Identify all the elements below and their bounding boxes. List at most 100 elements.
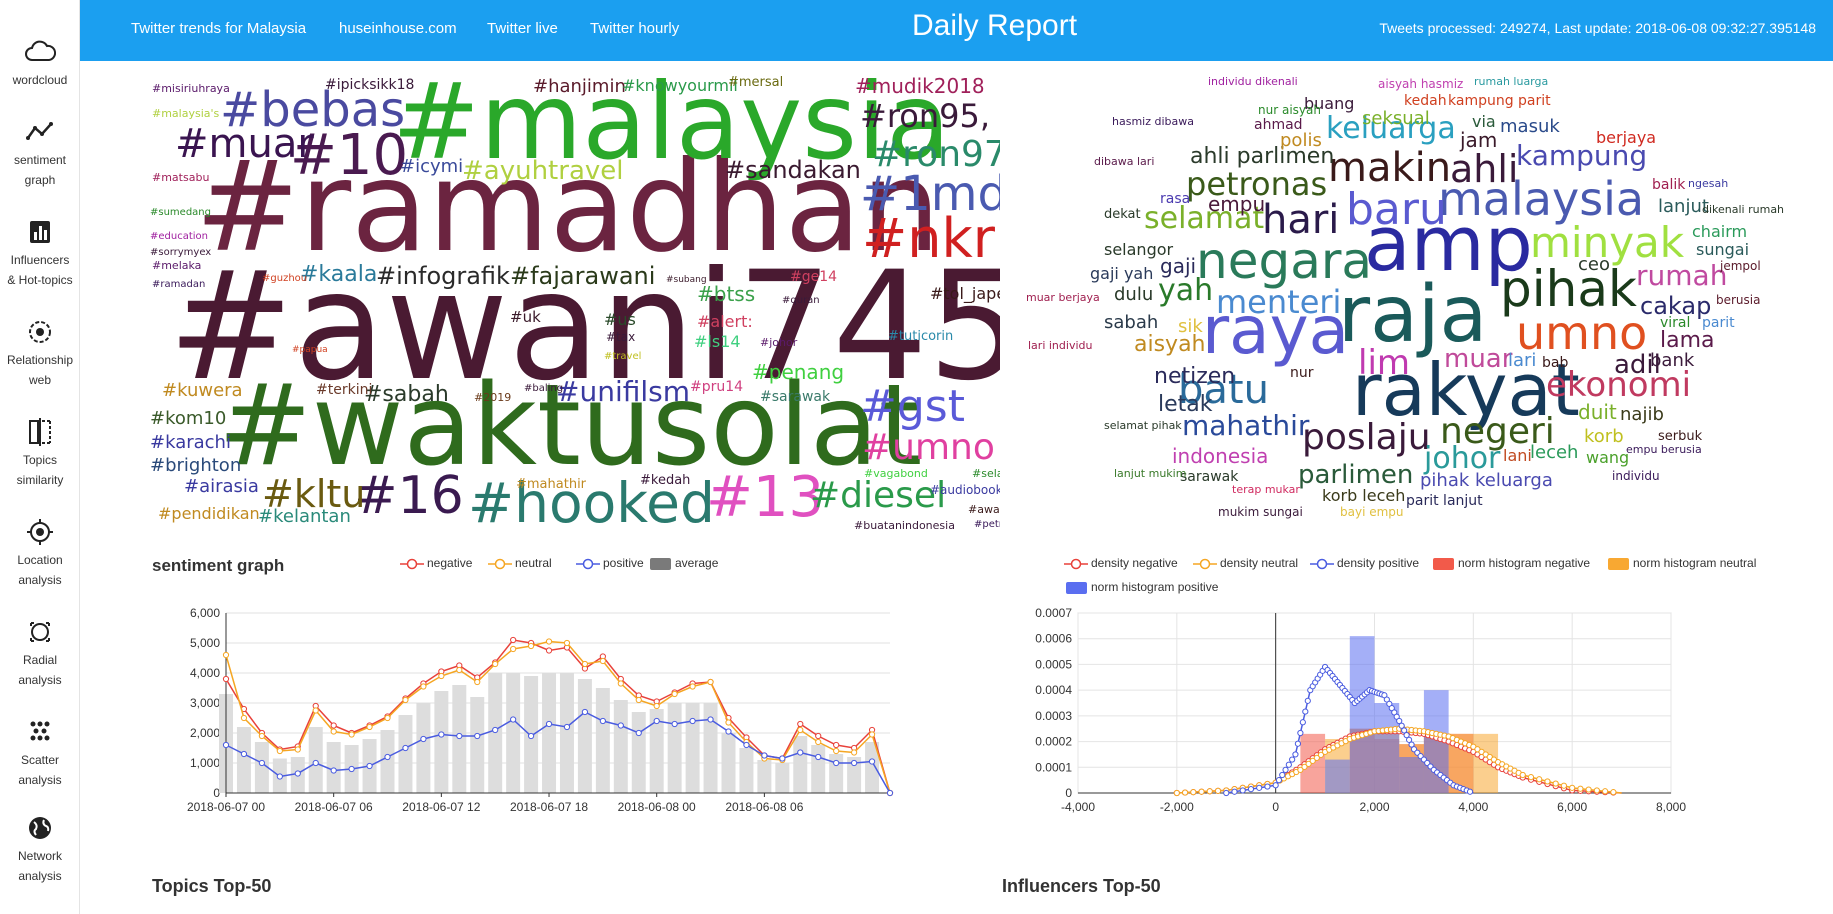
neutral-point [312,707,319,714]
topic-word: najib [1620,404,1664,425]
topic-word: aisyah [1134,332,1206,357]
y-tick-label: 0.0005 [1035,657,1072,671]
sidebar-item-wordcloud[interactable]: wordcloud [0,38,80,90]
topic-word: kedah [1404,93,1447,109]
average-bar [506,673,521,793]
legend-item[interactable]: density negative [1064,556,1178,571]
density-neutral-point [1602,788,1609,795]
topic-word: umno [1516,306,1648,360]
y-tick-label: 0.0001 [1035,760,1072,774]
legend-item[interactable]: neutral [488,556,552,571]
legend-item[interactable]: density neutral [1193,556,1298,571]
hashtag-word: #awani745 [168,240,1000,414]
page-title: Daily Report [912,9,1078,42]
topic-word: via [1472,112,1496,131]
density-chart: 0 0.0001 0.0002 0.0003 0.0004 0.0005 0.0006 0.0… [1035,606,1686,814]
y-tick-label: 0 [1065,786,1072,800]
legend-swatch-dot [406,558,418,570]
sidebar-label-influencers: Influencers & Hot-topics [7,253,73,287]
density-neutral-point [1577,785,1584,792]
topic-word: ahli [1450,147,1519,191]
sidebar-item-network[interactable]: Network analysis [0,814,80,886]
neutral-point [492,660,499,668]
positive-point [653,717,660,725]
hashtag-word: #kltu [262,472,366,516]
y-tick-label: 0.0002 [1035,735,1072,749]
neutral-point [510,645,517,653]
y-tick-label: 2,000 [190,726,220,740]
average-bar [667,703,682,793]
sidebar-item-location[interactable]: Location analysis [0,518,80,590]
y-tick-label: 3,000 [190,696,220,710]
topic-word: mukim sungai [1218,505,1303,519]
positive-point [276,773,283,780]
hashtag-word: #sarawak [760,389,831,405]
average-bar [613,700,628,793]
sidebar-item-radial[interactable]: Radial analysis [0,618,80,690]
legend-item[interactable]: norm histogram positive [1064,580,1218,595]
neutral-point [599,657,606,665]
density-neutral-point [1317,751,1325,758]
topic-word: negara [1196,232,1373,290]
topic-word: duit [1578,400,1617,424]
average-bar [721,733,736,793]
hashtag-word: #airasia [184,476,259,497]
nav-link-huseinhouse[interactable]: huseinhouse.com [339,20,457,37]
sidebar-item-relationship[interactable]: Relationship web [0,318,80,390]
topic-word: negeri [1440,411,1555,452]
legend-item[interactable]: negative [400,556,472,571]
topic-word: adil [1614,350,1661,380]
legend-item[interactable]: density positive [1310,556,1419,571]
neutral-point [689,683,696,690]
hashtag-word: #misiriuhraya [152,82,230,95]
topic-word: ekonomi [1546,365,1692,405]
legend-item[interactable]: positive [576,556,644,571]
neutral-point [438,672,445,680]
topic-word: kampung [1516,139,1648,172]
legend-swatch [400,558,424,570]
x-tick-label: 2018-06-07 18 [510,800,588,814]
density-positive-point [1297,729,1304,737]
legend-item[interactable]: norm histogram neutral [1606,556,1756,571]
topic-word: dekat [1104,207,1141,222]
nav-link-twitter-live[interactable]: Twitter live [487,20,558,37]
topic-word: nur aisyah [1258,103,1321,117]
topic-word: masuk [1500,116,1560,137]
sidebar-label-wordcloud: wordcloud [12,73,68,87]
legend-item[interactable]: norm histogram negative [1431,556,1590,571]
legend-item[interactable]: average [648,556,718,571]
topic-word: rasa [1160,191,1191,207]
neutral-point [851,749,858,756]
average-bar [811,745,826,793]
topic-word: muar berjaya [1026,291,1100,304]
topic-word: selamat [1144,201,1265,236]
nav-link-twitter-hourly[interactable]: Twitter hourly [590,20,680,37]
sidebar-item-topics-similarity[interactable]: Topics similarity [0,418,80,490]
topic-word: rakyat [1352,348,1580,432]
y-tick-label: 6,000 [190,606,220,620]
sidebar-item-scatter[interactable]: Scatter analysis [0,718,80,790]
y-tick-label: 0 [213,786,220,800]
sidebar-item-sentiment[interactable]: sentiment graph [0,118,80,190]
neutral-point [653,702,660,710]
sidebar-label-sentiment: sentiment graph [13,153,67,187]
density-positive-point [1231,788,1238,795]
positive-point [671,720,678,728]
positive-point [635,729,642,737]
topic-word: raya [1202,292,1350,369]
hashtag-word: #hooked [468,471,715,531]
hashtag-word: #knowyourmil [622,76,738,95]
nav-link-trends-malaysia[interactable]: Twitter trends for Malaysia [131,20,307,37]
scatter-icon [30,721,50,741]
compare-icon [29,418,51,446]
sentiment-panel-title: sentiment graph [152,556,285,575]
topic-word: terap mukar [1232,483,1300,496]
x-tick-label: 6,000 [1557,800,1587,814]
density-positive-point [1403,732,1410,739]
norm-histogram-positive-bin [1399,757,1424,793]
topic-word: sik [1178,316,1203,337]
topic-word: berjaya [1596,128,1657,147]
hashtag-word: #waktusolat [218,361,923,491]
sidebar-item-influencers[interactable]: Influencers & Hot-topics [0,218,80,290]
sidebar: wordcloud sentiment graph Influencers & … [0,0,80,914]
